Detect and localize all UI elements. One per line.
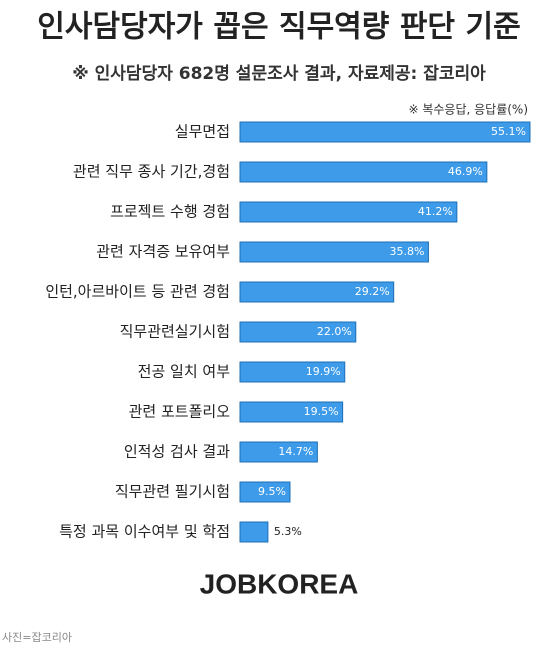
value-label: 5.3% — [274, 525, 302, 538]
value-label: 35.8% — [389, 245, 424, 258]
category-label: 실무면접 — [175, 123, 230, 141]
value-label: 22.0% — [317, 325, 352, 338]
bar — [239, 481, 291, 503]
bar — [239, 241, 429, 263]
value-label: 41.2% — [418, 205, 453, 218]
bar — [239, 201, 458, 223]
category-label: 직무관련실기시험 — [120, 323, 230, 341]
bar — [239, 321, 357, 343]
bar — [239, 401, 344, 423]
category-label: 특정 과목 이수여부 및 학점 — [59, 523, 230, 541]
category-label: 관련 자격증 보유여부 — [96, 243, 230, 261]
bar — [239, 361, 346, 383]
value-label: 19.9% — [306, 365, 341, 378]
value-label: 29.2% — [355, 285, 390, 298]
value-label: 55.1% — [491, 125, 526, 138]
bar — [239, 521, 269, 543]
category-label: 직무관련 필기시험 — [115, 483, 230, 501]
chart-subtitle: ※ 인사담당자 682명 설문조사 결과, 자료제공: 잡코리아 — [72, 64, 486, 84]
note: ※ 복수응답, 응답률(%) — [408, 103, 528, 117]
category-label: 전공 일치 여부 — [138, 363, 231, 381]
bar — [239, 281, 395, 303]
bar — [239, 161, 488, 183]
bar — [239, 121, 531, 143]
value-label: 46.9% — [448, 165, 483, 178]
category-label: 관련 직무 종사 기간,경험 — [73, 163, 230, 181]
category-label: 관련 포트폴리오 — [129, 403, 231, 421]
chart-title: 인사담당자가 꼽은 직무역량 판단 기준 — [37, 10, 520, 45]
category-label: 프로젝트 수행 경험 — [110, 203, 230, 221]
value-label: 14.7% — [278, 445, 313, 458]
category-label: 인적성 검사 결과 — [124, 443, 230, 461]
bar — [239, 441, 318, 463]
caption: 사진=잡코리아 — [2, 631, 72, 644]
value-label: 9.5% — [258, 485, 286, 498]
brand: JOBKOREA — [200, 568, 359, 599]
value-label: 19.5% — [304, 405, 339, 418]
category-label: 인턴,아르바이트 등 관련 경험 — [45, 283, 230, 301]
